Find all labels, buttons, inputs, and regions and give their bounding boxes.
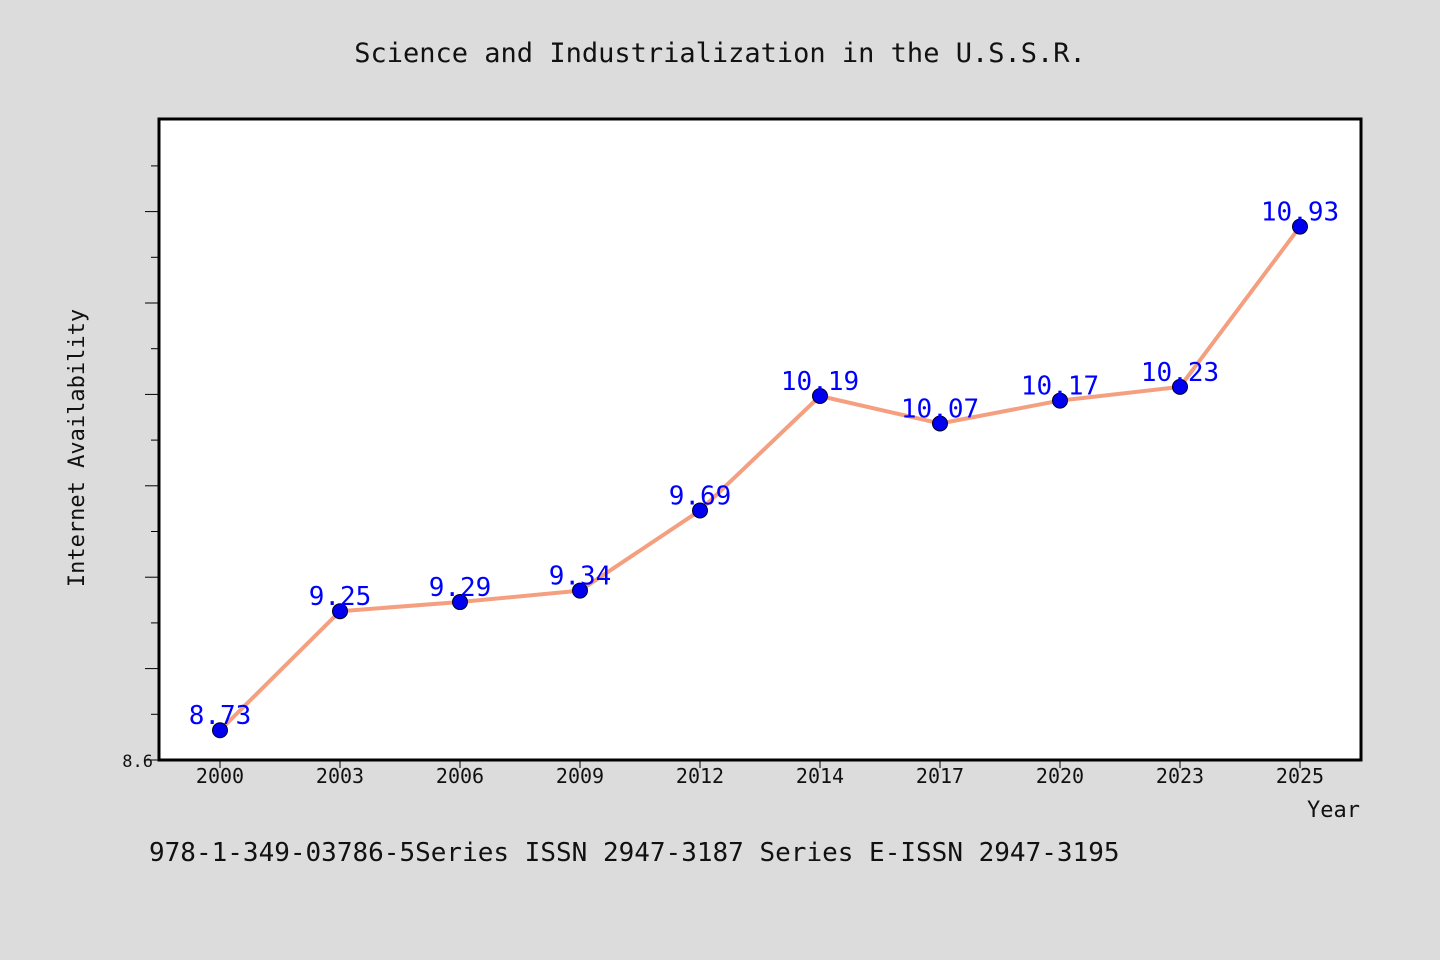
x-tick-label: 2000 xyxy=(196,764,244,788)
data-point xyxy=(212,722,228,739)
data-point xyxy=(692,502,708,519)
data-point xyxy=(812,388,828,405)
data-point xyxy=(332,603,348,620)
series-layer: 8.73 9.25 9.29 9.34 9.69 10.19 10.07 10.17 10.23… xyxy=(189,198,1339,739)
data-point xyxy=(932,415,948,432)
data-label: 10.93 xyxy=(1261,198,1339,228)
data-label: 9.29 xyxy=(429,573,492,603)
x-tick-label: 2020 xyxy=(1036,764,1084,788)
x-tick-label: 2006 xyxy=(436,764,484,788)
data-point xyxy=(1172,378,1188,395)
x-tick-label: 2017 xyxy=(916,764,964,788)
data-label: 10.23 xyxy=(1141,358,1219,388)
series-line xyxy=(218,225,1302,732)
data-label: 9.25 xyxy=(309,582,372,612)
data-point xyxy=(572,582,588,599)
y-tick-label: 8.6 xyxy=(122,752,153,772)
data-label: 8.73 xyxy=(189,701,252,731)
data-point xyxy=(1052,392,1068,409)
x-tick-label: 2003 xyxy=(316,764,364,788)
y-axis-ticks: 8.6 xyxy=(122,165,159,772)
data-label: 10.07 xyxy=(901,394,979,424)
y-axis-label: Internet Availability xyxy=(65,309,90,587)
data-label: 9.69 xyxy=(669,481,732,511)
footer-isbn-issn: 978-1-349-03786-5Series ISSN 2947-3187 S… xyxy=(149,838,1120,868)
plot-area xyxy=(157,117,1363,762)
data-label: 9.34 xyxy=(549,562,612,592)
x-tick-label: 2012 xyxy=(676,764,724,788)
x-axis-ticks: 2000 2003 2006 2009 2012 2014 2017 2020 2023 2025 xyxy=(196,760,1324,788)
x-tick-label: 2014 xyxy=(796,764,844,788)
x-axis-label: Year xyxy=(1307,798,1360,823)
x-tick-label: 2023 xyxy=(1156,764,1204,788)
data-point xyxy=(452,594,468,611)
data-point xyxy=(1292,218,1308,235)
x-tick-label: 2025 xyxy=(1276,764,1324,788)
data-label: 10.19 xyxy=(781,367,859,397)
chart-title: Science and Industrialization in the U.S… xyxy=(354,38,1086,69)
data-label: 10.17 xyxy=(1021,372,1099,402)
x-tick-label: 2009 xyxy=(556,764,604,788)
